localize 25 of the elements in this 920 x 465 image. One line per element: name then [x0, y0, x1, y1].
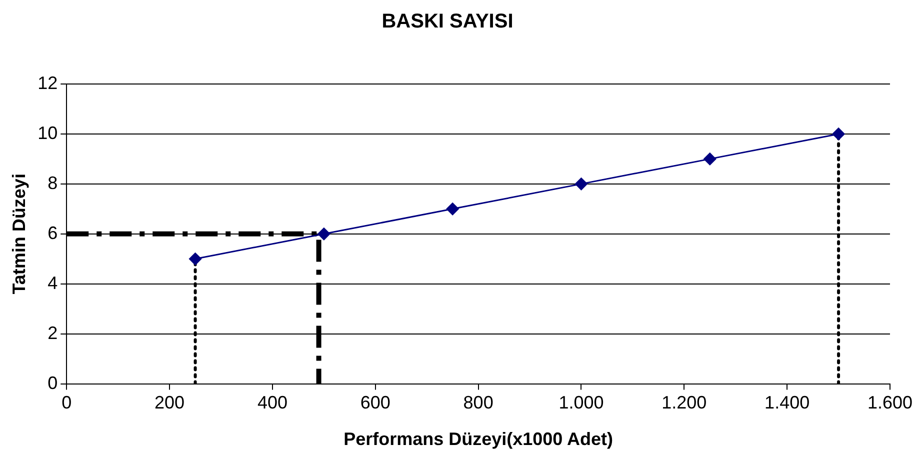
point [832, 128, 845, 140]
chart-title: BASKI SAYISI [382, 10, 514, 33]
y-tick-label: 8 [48, 172, 58, 193]
x-tick-label: 1.600 [867, 392, 913, 413]
x-tick-label: 1.200 [662, 392, 707, 413]
point [574, 178, 588, 190]
x-tick-label: 800 [463, 392, 494, 413]
y-tick-label: 12 [38, 72, 58, 93]
point [318, 228, 330, 240]
y-tick-label: 6 [48, 222, 58, 243]
x-tick-label: 1.400 [764, 392, 810, 413]
x-tick-label: 1.000 [558, 392, 604, 413]
y-axis-title: Tatmin Düzeyi [8, 174, 29, 294]
x-tick-label: 400 [257, 392, 288, 413]
y-tick-label: 4 [48, 272, 58, 293]
x-tick-label: 200 [154, 392, 185, 413]
point [704, 152, 716, 166]
x-tick-label: 600 [360, 392, 390, 413]
y-tick-label: 0 [48, 372, 58, 393]
x-axis-title: Performans Düzeyi(x1000 Adet) [344, 429, 614, 450]
point [446, 202, 459, 216]
y-tick-label: 2 [48, 322, 58, 343]
y-tick-label: 10 [38, 122, 58, 143]
x-tick-label: 0 [62, 392, 72, 413]
point [189, 252, 202, 266]
